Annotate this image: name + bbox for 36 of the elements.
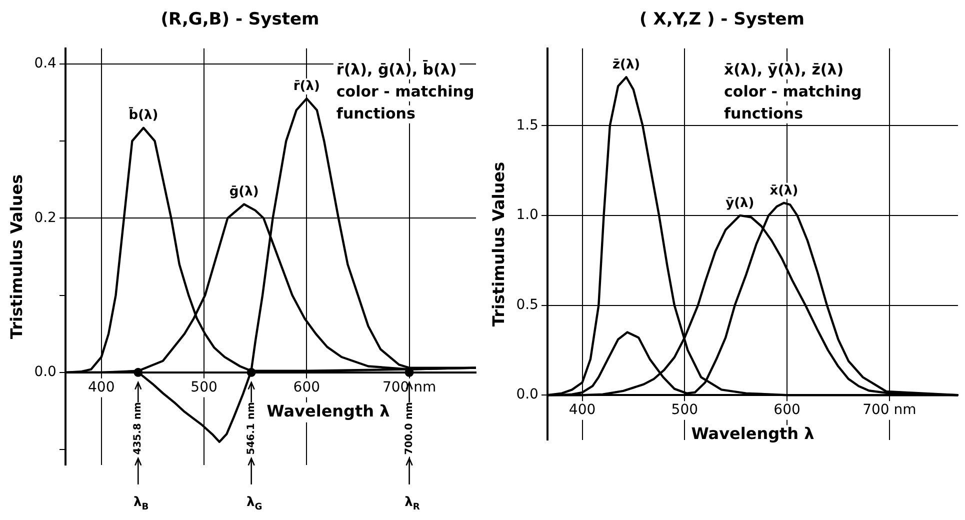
annotation: functions — [724, 104, 804, 122]
chart-title: ( X,Y,Z ) - System — [640, 10, 804, 30]
series-label: b̄(λ) — [128, 106, 158, 124]
x-tick-label: 400 — [88, 379, 115, 396]
x-tick-label: 600 — [774, 402, 800, 418]
x-tick-label: 700 nm — [862, 402, 916, 418]
y-tick-label: 0.2 — [34, 210, 56, 226]
y-tick-label: 0.0 — [516, 386, 538, 403]
y-axis-title: Tristimulus Values — [488, 162, 508, 327]
annotation: functions — [336, 104, 416, 122]
y-tick-label: 0.0 — [34, 364, 56, 380]
annotation: 546.1 nm — [246, 402, 257, 455]
x-axis-title: Wavelength λ — [691, 424, 814, 444]
chart-title: (R,G,B) - System — [160, 10, 320, 30]
x-tick-label: 600 — [293, 379, 320, 396]
annotation: r̄(λ), ḡ(λ), b̄(λ) — [336, 60, 457, 78]
y-tick-label: 1.0 — [516, 207, 538, 224]
y-tick-label: 1.5 — [516, 117, 538, 134]
annotation: color - matching — [724, 82, 862, 100]
series-label: x̄(λ) — [770, 183, 798, 198]
annotation: 700.0 nm — [404, 402, 415, 455]
x-tick-label: 400 — [568, 402, 596, 418]
series-label: ḡ(λ) — [229, 184, 259, 200]
y-axis-title: Tristimulus Values — [6, 174, 26, 340]
annotation: x̄(λ), ȳ(λ), z̄(λ) — [724, 60, 844, 78]
annotation: 435.8 nm — [132, 402, 144, 455]
y-tick-label: 0.4 — [34, 55, 57, 72]
series-label: z̄(λ) — [612, 58, 640, 73]
x-tick-label: 500 — [671, 402, 698, 418]
y-tick-label: 0.5 — [516, 296, 538, 313]
x-axis-title: Wavelength λ — [266, 402, 390, 421]
x-tick-label: 700 nm — [382, 379, 436, 396]
series-label: r̄(λ) — [293, 78, 320, 94]
annotation: color - matching — [336, 82, 474, 100]
series-label: ȳ(λ) — [726, 196, 754, 211]
x-tick-label: 500 — [190, 379, 218, 396]
